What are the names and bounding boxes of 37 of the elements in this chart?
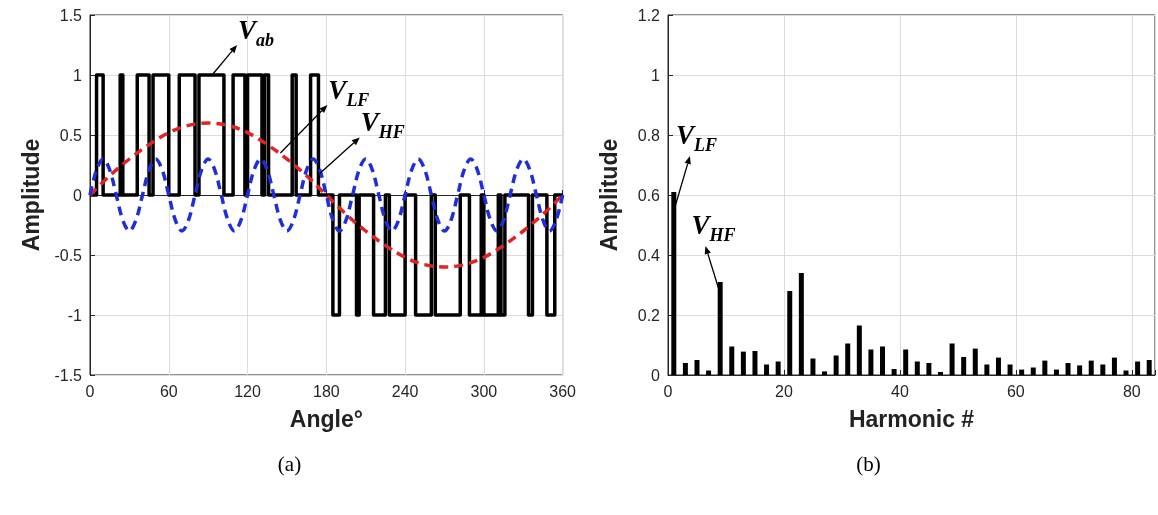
x-tick-label: 60 — [1006, 382, 1025, 400]
x-tick-label: 120 — [234, 382, 261, 400]
annotation: V$_{HF}$ — [691, 210, 736, 245]
x-tick-label: 300 — [470, 382, 498, 400]
y-tick-label: 0.6 — [637, 186, 661, 204]
text: (a) — [276, 452, 303, 477]
y-tick-label: 0.5 — [59, 126, 83, 144]
x-tick-label: 40 — [891, 382, 909, 400]
y-tick-label: 0.4 — [637, 246, 661, 264]
y-tick-label: 0 — [73, 186, 83, 204]
y-tick-label: -1 — [67, 306, 83, 324]
annotation: V$_{HF}$ — [360, 107, 405, 143]
x-axis-title: Angle° — [289, 405, 363, 432]
x-tick-label: 360 — [549, 382, 577, 400]
x-axis-title: Harmonic # — [848, 405, 975, 432]
y-tick-label: 1 — [73, 66, 83, 84]
y-axis-title: Amplitude — [595, 138, 622, 252]
x-tick-label: 20 — [775, 382, 793, 400]
y-tick-label: 1.5 — [59, 6, 83, 24]
y-tick-label: 0.2 — [637, 306, 661, 324]
x-tick-label: 180 — [312, 382, 340, 400]
annotation: V$_{LF}$ — [675, 120, 717, 155]
y-tick-label: 0 — [651, 366, 661, 384]
y-tick-label: -0.5 — [54, 246, 83, 264]
x-tick-label: 240 — [391, 382, 419, 400]
x-tick-label: 80 — [1122, 382, 1141, 400]
text: (b) — [855, 452, 882, 477]
y-tick-label: -1.5 — [54, 366, 83, 384]
y-tick-label: 0.8 — [637, 126, 661, 144]
x-tick-label: 0 — [663, 382, 673, 400]
x-tick-label: 60 — [159, 382, 178, 400]
annotation: V$_{LF}$ — [328, 75, 370, 110]
y-axis-title: Amplitude — [17, 138, 44, 252]
y-tick-label: 1.2 — [637, 6, 661, 24]
annotation: V$_{ab}$ — [238, 15, 275, 50]
y-tick-label: 1 — [651, 66, 661, 84]
x-tick-label: 0 — [85, 382, 95, 400]
